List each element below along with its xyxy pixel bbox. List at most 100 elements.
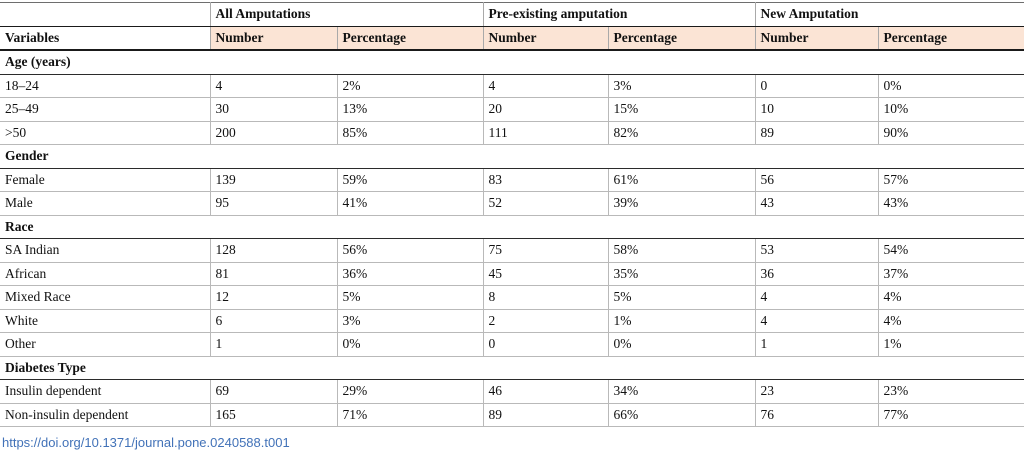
cell-value: 2% — [336, 74, 483, 98]
group-header-new-amputation: New Amputation — [754, 2, 1024, 27]
cell-value: 61% — [607, 168, 755, 192]
cell-value: 20 — [482, 97, 608, 122]
cell-value: 77% — [877, 403, 1024, 427]
cell-value: 4% — [877, 309, 1024, 333]
cell-value: 165 — [209, 403, 337, 427]
table-row: Mixed Race 12 5% 8 5% 4 4% — [0, 285, 1024, 310]
table-row: Other 1 0% 0 0% 1 1% — [0, 332, 1024, 357]
cell-value: 12 — [209, 285, 337, 310]
cell-value: 111 — [482, 121, 608, 145]
cell-value: 5% — [607, 285, 755, 310]
cell-value: 128 — [209, 238, 337, 263]
group-header-all-amputations: All Amputations — [209, 2, 483, 27]
doi-link[interactable]: https://doi.org/10.1371/journal.pone.024… — [2, 435, 290, 450]
cell-value: 52 — [482, 191, 608, 216]
cell-value: 8 — [482, 285, 608, 310]
table-row: Insulin dependent 69 29% 46 34% 23 23% — [0, 379, 1024, 404]
cell-value: 43 — [754, 191, 878, 216]
row-label: SA Indian — [0, 238, 210, 263]
row-label: African — [0, 262, 210, 286]
cell-value: 83 — [482, 168, 608, 192]
cell-value: 1 — [209, 332, 337, 357]
cell-value: 95 — [209, 191, 337, 216]
cell-value: 4 — [209, 74, 337, 98]
cell-value: 0% — [336, 332, 483, 357]
table-row: White 6 3% 2 1% 4 4% — [0, 309, 1024, 333]
row-label: White — [0, 309, 210, 333]
cell-value: 89 — [482, 403, 608, 427]
cell-value: 0 — [482, 332, 608, 357]
cell-value: 30 — [209, 97, 337, 122]
row-label: Non-insulin dependent — [0, 403, 210, 427]
column-header-number-all: Number — [209, 26, 337, 51]
cell-value: 89 — [754, 121, 878, 145]
cell-value: 45 — [482, 262, 608, 286]
group-header-row: All Amputations Pre-existing amputation … — [0, 2, 1024, 27]
cell-value: 1 — [754, 332, 878, 357]
group-header-pre-existing-amputation: Pre-existing amputation — [482, 2, 755, 27]
cell-value: 53 — [754, 238, 878, 263]
cell-value: 57% — [877, 168, 1024, 192]
cell-value: 54% — [877, 238, 1024, 263]
section-header-row: Gender — [0, 144, 1024, 169]
cell-value: 13% — [336, 97, 483, 122]
column-header-variables: Variables — [0, 26, 210, 51]
cell-value: 0% — [607, 332, 755, 357]
table-row: Female 139 59% 83 61% 56 57% — [0, 168, 1024, 192]
row-label: Insulin dependent — [0, 379, 210, 404]
cell-value: 4% — [877, 285, 1024, 310]
row-label: 18–24 — [0, 74, 210, 98]
cell-value: 46 — [482, 379, 608, 404]
cell-value: 85% — [336, 121, 483, 145]
cell-value: 200 — [209, 121, 337, 145]
cell-value: 81 — [209, 262, 337, 286]
cell-value: 76 — [754, 403, 878, 427]
section-title: Race — [0, 215, 1024, 239]
cell-value: 4 — [754, 285, 878, 310]
row-label: 25–49 — [0, 97, 210, 122]
cell-value: 43% — [877, 191, 1024, 216]
row-label: >50 — [0, 121, 210, 145]
column-header-row: Variables Number Percentage Number Perce… — [0, 26, 1024, 51]
section-header-row: Age (years) — [0, 50, 1024, 75]
cell-value: 90% — [877, 121, 1024, 145]
section-title: Age (years) — [0, 50, 1024, 75]
table-row: 18–24 4 2% 4 3% 0 0% — [0, 74, 1024, 98]
cell-value: 23% — [877, 379, 1024, 404]
section-title: Gender — [0, 144, 1024, 169]
table-row: Male 95 41% 52 39% 43 43% — [0, 191, 1024, 216]
table-row: Non-insulin dependent 165 71% 89 66% 76 77% — [0, 403, 1024, 427]
cell-value: 71% — [336, 403, 483, 427]
amputation-demographics-table: All Amputations Pre-existing amputation … — [0, 2, 1024, 427]
cell-value: 36 — [754, 262, 878, 286]
cell-value: 23 — [754, 379, 878, 404]
cell-value: 139 — [209, 168, 337, 192]
cell-value: 4 — [482, 74, 608, 98]
table-row: 25–49 30 13% 20 15% 10 10% — [0, 97, 1024, 122]
row-label: Male — [0, 191, 210, 216]
cell-value: 41% — [336, 191, 483, 216]
cell-value: 1% — [607, 309, 755, 333]
cell-value: 15% — [607, 97, 755, 122]
cell-value: 66% — [607, 403, 755, 427]
cell-value: 35% — [607, 262, 755, 286]
cell-value: 82% — [607, 121, 755, 145]
cell-value: 36% — [336, 262, 483, 286]
cell-value: 10% — [877, 97, 1024, 122]
section-header-row: Diabetes Type — [0, 356, 1024, 380]
table-row: >50 200 85% 111 82% 89 90% — [0, 121, 1024, 145]
cell-value: 75 — [482, 238, 608, 263]
column-header-number-preexisting: Number — [482, 26, 608, 51]
cell-value: 4 — [754, 309, 878, 333]
column-header-percentage-preexisting: Percentage — [607, 26, 755, 51]
cell-value: 56% — [336, 238, 483, 263]
cell-value: 10 — [754, 97, 878, 122]
cell-value: 2 — [482, 309, 608, 333]
cell-value: 29% — [336, 379, 483, 404]
row-label: Other — [0, 332, 210, 357]
cell-value: 5% — [336, 285, 483, 310]
table-body: Age (years) 18–24 4 2% 4 3% 0 0% 25–49 30 13% 20 15%… — [0, 50, 1024, 427]
cell-value: 58% — [607, 238, 755, 263]
cell-value: 3% — [336, 309, 483, 333]
